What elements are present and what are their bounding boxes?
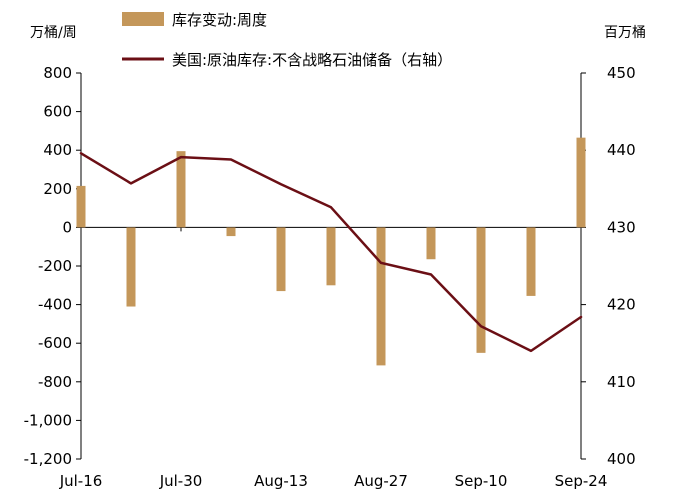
y-right-tick-label: 440 [607,141,636,159]
bar [476,227,486,353]
bar [526,227,536,296]
y-left-tick-label: -200 [38,257,72,275]
y-left-tick-label: -1,200 [24,450,72,468]
x-tick-label: Sep-10 [455,472,508,490]
y-left-tick-label: -400 [38,296,72,314]
x-tick-label: Aug-27 [354,472,408,490]
y-right-tick-label: 400 [607,450,636,468]
bar [576,137,586,228]
series-line [79,152,583,353]
y-left-tick-label: 600 [43,103,72,121]
y-left-tick-label: 200 [43,180,72,198]
y-left-tick-label: 0 [62,218,72,236]
x-tick-label: Sep-24 [555,472,608,490]
x-tick-label: Jul-30 [159,472,203,490]
bar [126,227,136,307]
y-right-tick-label: 450 [607,64,636,82]
y-right-unit: 百万桶 [604,25,646,41]
legend-line-label: 美国:原油库存:不含战略石油储备（右轴） [172,51,452,69]
bar [76,185,86,228]
y-left-unit: 万桶/周 [30,25,77,41]
y-left-tick-label: 800 [43,64,72,82]
bar [176,151,186,228]
bar [376,227,386,366]
y-left-tick-label: -800 [38,373,72,391]
legend-bar-swatch [122,12,164,26]
x-tick-label: Jul-16 [59,472,103,490]
y-left-tick-label: -600 [38,334,72,352]
bar [326,227,336,286]
legend-bar-label: 库存变动:周度 [172,11,267,29]
y-left-tick-label: 400 [43,141,72,159]
bar [426,227,436,260]
y-left-tick-label: -1,000 [24,411,72,429]
plot-area: 800 600 400 200 0 -200 -400 -600 -800 -1,000 -1,20… [24,64,636,490]
y-right-tick-label: 430 [607,218,636,236]
bar [226,227,236,237]
legend: 库存变动:周度 美国:原油库存:不含战略石油储备（右轴） [122,11,452,69]
y-right-tick-label: 420 [607,296,636,314]
x-tick-label: Aug-13 [254,472,308,490]
y-right-tick-label: 410 [607,373,636,391]
bar [276,227,286,292]
